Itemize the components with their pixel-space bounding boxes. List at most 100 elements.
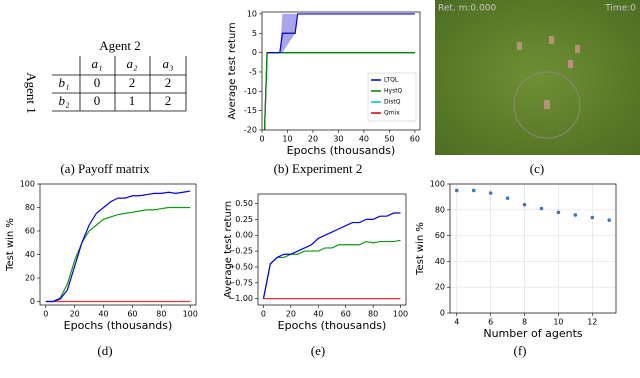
x-tick-label: 20	[286, 310, 296, 319]
y-tick-label: -10	[244, 87, 257, 96]
range-circle	[513, 71, 581, 139]
chart: −1.00 −0.75 −0.50 −0.25 0.00 0.25 0.50 0 20 40 60 8…	[223, 193, 408, 332]
x-tick-label: 30	[333, 135, 343, 144]
x-tick-label: 10	[553, 318, 563, 327]
caption: (f)	[514, 343, 527, 358]
x-tick-label: 0	[261, 310, 266, 319]
series-line	[45, 190, 191, 303]
x-axis-label: Number of agents	[483, 327, 583, 340]
caption: (d)	[97, 343, 112, 358]
x-tick-label: 4	[454, 318, 459, 327]
x-tick-label: 60	[410, 135, 420, 144]
plot-frame	[449, 183, 617, 314]
column-label: a₂	[126, 56, 138, 71]
plot-frame	[39, 183, 197, 306]
cell: 1	[129, 93, 136, 108]
y-axis-label: Test win %	[5, 218, 16, 272]
x-tick-label: 0	[259, 135, 264, 144]
column-label: a₁	[91, 56, 102, 71]
x-tick-label: 10	[282, 135, 292, 144]
row-label: b₂	[58, 93, 70, 108]
legend-label: Qmix	[384, 110, 400, 117]
payoff-matrix: Agent 2 Agent 1 a₁ a₂ a₃ b₁ b₂ 0 2 2 0 1…	[24, 38, 187, 114]
units	[517, 36, 580, 109]
y-tick-label: 0	[252, 48, 257, 57]
y-tick-label: −0.75	[228, 278, 253, 287]
caption: (a) Payoff matrix	[60, 161, 150, 176]
series-line	[267, 13, 415, 54]
x-tick-label: 6	[488, 318, 493, 327]
x-tick-label: 60	[341, 310, 351, 319]
y-tick-label: 0.00	[235, 231, 253, 240]
y-axis-label: Test win %	[415, 222, 426, 276]
legend-label: HystQ	[384, 88, 403, 95]
column-label: a₃	[162, 56, 173, 71]
y-tick-label: −1.00	[228, 294, 253, 303]
x-axis-label: Epochs (thousands)	[287, 144, 396, 157]
x-tick-label: 40	[313, 310, 323, 319]
row-header: Agent 1	[24, 72, 39, 114]
y-tick-label: 10	[247, 9, 257, 18]
y-tick-label: 80	[25, 203, 35, 212]
x-tick-label: 50	[384, 135, 394, 144]
cell: 2	[129, 75, 136, 90]
table-rules	[52, 56, 187, 112]
x-axis-label: Epochs (thousands)	[64, 319, 173, 332]
y-tick-label: 20	[435, 283, 445, 292]
chart: 0 20 40 60 80 100 4 6 8 10 12 Number of agents Test …	[415, 180, 617, 340]
point	[505, 196, 510, 200]
y-tick-label: 20	[25, 273, 35, 282]
y-tick-label: 80	[435, 205, 445, 214]
y-tick-label: 100	[20, 180, 35, 189]
x-tick-label: 60	[127, 310, 137, 319]
y-tick-label: 5	[252, 29, 257, 38]
plot-frame	[261, 11, 421, 131]
chart: 0 20 40 60 80 100 0 20 40 60 80 100 Epochs (thousand…	[5, 180, 198, 333]
cell: 2	[165, 93, 172, 108]
column-header: Agent 2	[99, 38, 141, 53]
chart: -20 -15 -10 -5 0 5 10 0 10 20 30 40 50 60 Epochs (thou…	[227, 9, 421, 157]
x-tick-label: 80	[368, 310, 378, 319]
x-tick-label: 100	[393, 310, 408, 319]
x-tick-label: 40	[359, 135, 369, 144]
y-tick-label: 0.25	[235, 215, 253, 224]
x-tick-label: 100	[183, 310, 198, 319]
x-tick-label: 12	[587, 318, 597, 327]
y-tick-label: 60	[435, 231, 445, 240]
point	[590, 215, 595, 220]
cell: 2	[165, 75, 172, 90]
x-tick-label: 80	[156, 310, 166, 319]
x-tick-label: 40	[98, 310, 108, 319]
series-line	[45, 206, 191, 303]
x-axis-label: Epochs (thousands)	[278, 319, 387, 332]
caption: (c)	[530, 161, 544, 176]
hud-right: Time:0	[604, 4, 636, 14]
x-tick-label: 20	[308, 135, 318, 144]
y-tick-label: 0.50	[235, 199, 253, 208]
y-tick-label: 60	[25, 226, 35, 235]
x-tick-label: 8	[522, 318, 527, 327]
y-tick-label: 100	[430, 180, 445, 189]
point	[607, 218, 612, 222]
plot-frame	[257, 193, 407, 306]
point	[573, 213, 578, 217]
point	[556, 210, 561, 215]
y-tick-label: -15	[244, 106, 257, 115]
band	[267, 13, 415, 53]
y-axis-label: Average test return	[223, 201, 234, 298]
game-screenshot: Ret. m:0.000 Time:0	[435, 0, 640, 155]
point	[522, 202, 527, 207]
y-tick-label: 40	[435, 257, 445, 266]
field	[435, 0, 640, 155]
cell: 0	[94, 75, 101, 90]
cell: 0	[94, 93, 101, 108]
y-tick-label: 40	[25, 250, 35, 259]
y-tick-label: −0.50	[228, 262, 253, 271]
row-label: b₁	[58, 75, 69, 90]
y-tick-label: 0	[440, 309, 445, 318]
legend-label: LTQL	[384, 77, 399, 84]
y-tick-label: −0.25	[228, 247, 253, 256]
hud-left: Ret. m:0.000	[438, 4, 496, 14]
point	[539, 206, 544, 211]
